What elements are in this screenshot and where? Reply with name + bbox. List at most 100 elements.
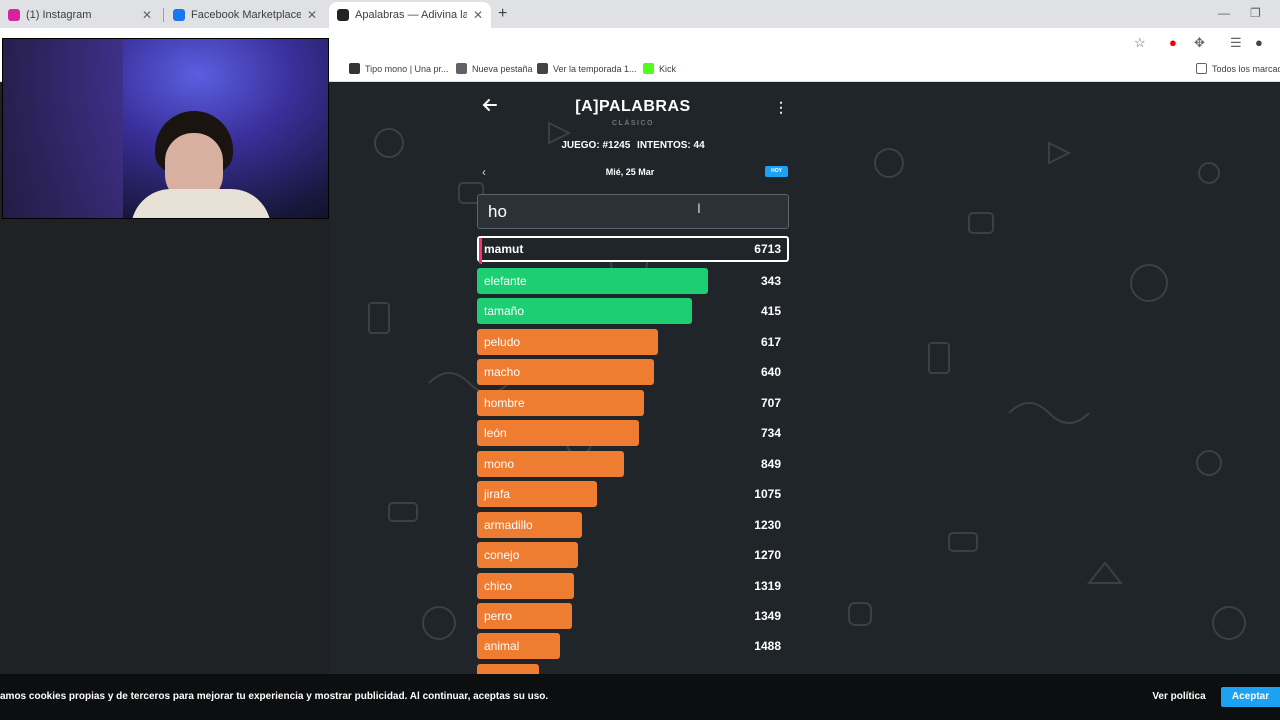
guess-word: mono: [484, 456, 515, 471]
minimize-icon[interactable]: —: [1218, 6, 1230, 20]
bookmark-label: Todos los marcadores: [1212, 63, 1280, 74]
guess-row: conejo 1270: [477, 542, 789, 569]
guess-score: 617: [760, 334, 781, 349]
browser-tab-bar: (1) Instagram ✕ Facebook Marketplace | F…: [0, 0, 1280, 28]
guess-score: 6713: [754, 242, 781, 256]
guess-word: león: [484, 426, 507, 441]
guess-word: elefante: [484, 274, 527, 288]
webcam-overlay: [2, 38, 329, 219]
guess-score: 1319: [754, 578, 781, 593]
guess-score: 1270: [754, 548, 781, 563]
guess-list: mamut 6713 elefante 343 tamaño 415 peludo 617…: [477, 236, 789, 674]
similarity-bar: [477, 359, 654, 386]
guess-word: animal: [484, 639, 520, 654]
similarity-bar: [477, 389, 644, 416]
guess-word: macho: [484, 365, 521, 380]
guess-score: 1488: [754, 639, 781, 654]
bookmark-label: Nueva pestaña: [472, 63, 533, 74]
webcam-person-shirt: [131, 189, 271, 218]
guess-word: jirafa: [484, 487, 511, 502]
similarity-bar: [477, 481, 598, 508]
bookmark-item[interactable]: Kick: [643, 63, 676, 74]
bookmark-label: Kick: [659, 63, 677, 74]
guess-input[interactable]: [477, 194, 789, 229]
folder-icon: [1196, 63, 1207, 74]
similarity-bar: [477, 633, 560, 660]
avatar[interactable]: ●: [1255, 35, 1263, 50]
privacy-policy-link[interactable]: Ver política: [1152, 691, 1206, 702]
tab-separator: [163, 8, 164, 22]
guess-row: macho 640: [477, 359, 789, 386]
accept-cookies-button[interactable]: Aceptar: [1221, 687, 1280, 707]
guess-score: 707: [760, 395, 781, 410]
tab-instagram[interactable]: (1) Instagram ✕: [0, 2, 160, 28]
similarity-bar: [477, 268, 708, 294]
new-tab-icon[interactable]: +: [498, 5, 508, 22]
restore-icon[interactable]: ❐: [1250, 6, 1261, 20]
facebook-icon: [173, 9, 185, 21]
guess-word: chico: [484, 578, 513, 593]
guess-row: peludo 617: [477, 328, 789, 355]
more-options-icon[interactable]: ⋮: [774, 99, 788, 115]
similarity-bar: [477, 298, 693, 325]
guess-score: 1075: [754, 487, 781, 502]
bookmark-icon: [537, 63, 548, 74]
back-arrow-icon[interactable]: [481, 96, 499, 114]
reading-list-icon[interactable]: ☰: [1230, 35, 1242, 50]
tab-apalabras[interactable]: Apalabras — Adivina la Palabra ✕: [329, 2, 491, 28]
tab-facebook-marketplace[interactable]: Facebook Marketplace | Facebo ✕: [165, 2, 325, 28]
game-date: Mié, 25 Mar: [605, 167, 655, 177]
close-icon[interactable]: ✕: [306, 8, 317, 22]
similarity-bar: [477, 572, 574, 599]
close-icon[interactable]: ✕: [472, 8, 483, 22]
all-bookmarks[interactable]: Todos los marcadores: [1196, 63, 1280, 74]
guess-score: 849: [760, 456, 781, 471]
similarity-bar: [477, 663, 540, 674]
tab-title: (1) Instagram: [26, 9, 92, 21]
extensions-puzzle-icon[interactable]: ✥: [1194, 35, 1205, 50]
star-icon[interactable]: ☆: [1134, 35, 1146, 50]
tab-title: Facebook Marketplace | Facebo: [191, 9, 301, 21]
similarity-bar: [477, 328, 658, 355]
bookmark-icon: [349, 63, 360, 74]
bookmark-item[interactable]: Ver la temporada 1...: [537, 63, 637, 74]
guess-word: peludo: [484, 334, 521, 349]
guess-score: 1230: [754, 517, 781, 532]
guess-row: chico 1319: [477, 572, 789, 599]
similarity-bar: [477, 602, 572, 629]
guess-score: 734: [760, 426, 781, 441]
kick-icon: [643, 63, 654, 74]
guess-row: león 734: [477, 420, 789, 447]
guess-row: perro 1349: [477, 602, 789, 629]
attempts-count: INTENTOS: 44: [637, 140, 705, 151]
bookmark-item[interactable]: Tipo mono | Una pr...: [349, 63, 449, 74]
instagram-icon: [8, 9, 20, 21]
guess-word: perro: [484, 608, 513, 623]
chevron-left-icon[interactable]: ‹: [482, 165, 486, 179]
bookmark-item[interactable]: Nueva pestaña: [456, 63, 533, 74]
similarity-bar: [477, 420, 640, 447]
game-area: [329, 83, 1280, 674]
guess-score: 1349: [754, 608, 781, 623]
game-mode: CLÁSICO: [612, 120, 654, 127]
text-cursor-icon: I: [697, 200, 701, 216]
game-title: [A]PALABRAS: [575, 98, 691, 115]
extension-opera-icon[interactable]: ●: [1169, 35, 1177, 50]
guess-row: elefante 343: [477, 268, 789, 294]
similarity-bar: [477, 542, 578, 569]
apalabras-icon: [337, 9, 349, 21]
guess-row: [477, 663, 789, 674]
guess-row: hombre 707: [477, 389, 789, 416]
current-guess-bar: [479, 238, 482, 264]
cookie-message: amos cookies propias y de terceros para …: [0, 691, 549, 702]
close-icon[interactable]: ✕: [141, 8, 152, 22]
globe-icon: [456, 63, 467, 74]
cookie-banner: amos cookies propias y de terceros para …: [0, 674, 1280, 720]
today-badge[interactable]: HOY: [765, 166, 788, 177]
guess-word: armadillo: [484, 517, 533, 532]
guess-row: tamaño 415: [477, 298, 789, 325]
guess-word: tamaño: [484, 304, 525, 319]
similarity-bar: [477, 450, 624, 477]
guess-word: conejo: [484, 548, 520, 563]
guess-row: armadillo 1230: [477, 511, 789, 538]
